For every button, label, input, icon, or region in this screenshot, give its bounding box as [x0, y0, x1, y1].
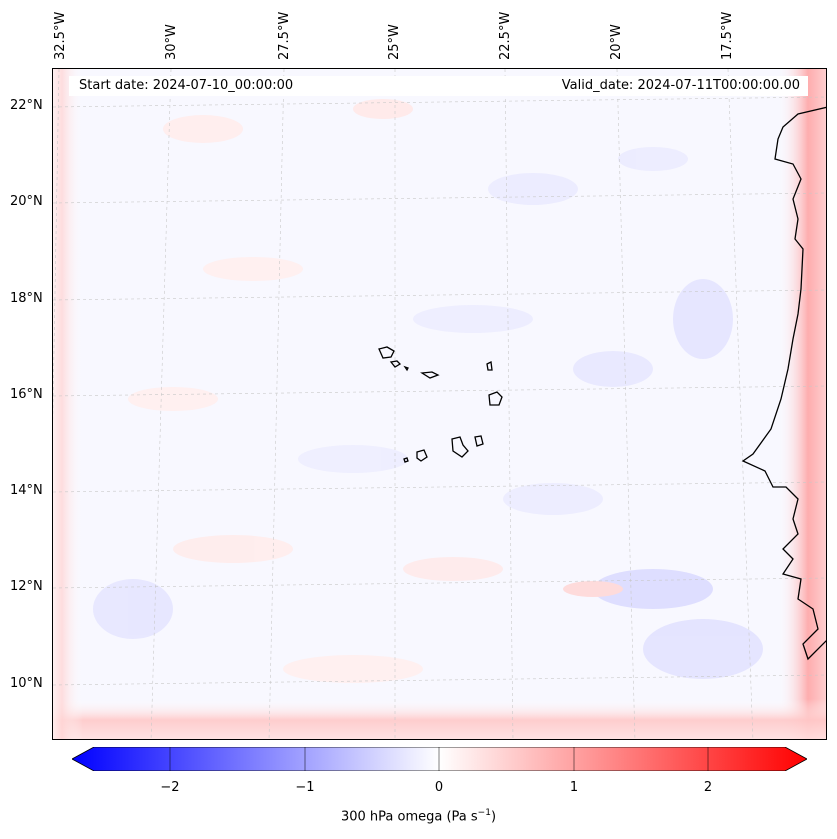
gridline-22-5w	[504, 69, 514, 739]
island-brava	[403, 457, 409, 463]
island-sao-vicente	[389, 360, 402, 368]
weak-omega-patches	[93, 99, 763, 683]
lat-label-16n: 16°N	[10, 387, 43, 402]
gridline-27-5w	[268, 69, 285, 739]
right-boundary-band	[778, 69, 826, 739]
colorbar-label-end: )	[490, 809, 497, 825]
island-boa-vista	[488, 391, 503, 406]
colorbar-tick-label-minus1: −1	[295, 780, 315, 795]
lon-label-25w: 25°W	[387, 24, 402, 60]
island-sao-nicolau	[420, 371, 440, 379]
lat-label-20n: 20°N	[10, 194, 43, 209]
island-santiago	[451, 436, 469, 458]
map-plot-area	[52, 68, 827, 740]
lat-label-14n: 14°N	[10, 483, 43, 498]
lon-label-32-5w: 32.5°W	[53, 11, 68, 60]
lon-label-20w: 20°W	[609, 24, 624, 60]
gridlines	[53, 69, 826, 739]
colorbar	[72, 747, 807, 771]
lat-label-10n: 10°N	[10, 676, 43, 691]
omega-field-map	[53, 69, 826, 739]
bottom-boundary-band	[53, 699, 826, 739]
colorbar-label-exponent: −1	[477, 808, 491, 818]
gridline-17-5w	[727, 69, 754, 739]
island-fogo	[416, 449, 428, 462]
start-date-label: Start date: 2024-07-10_00:00:00	[79, 78, 294, 93]
lat-label-18n: 18°N	[10, 291, 43, 306]
island-sal	[486, 361, 493, 371]
colorbar-tick-label-0: 0	[434, 780, 444, 795]
island-santo-antao	[378, 346, 395, 359]
lon-label-27-5w: 27.5°W	[277, 11, 292, 60]
lon-label-22-5w: 22.5°W	[498, 11, 513, 60]
left-boundary-band	[53, 69, 83, 739]
colorbar-tick-label-1: 1	[569, 780, 579, 795]
colorbar-tick-label-2: 2	[703, 780, 713, 795]
lon-label-17-5w: 17.5°W	[720, 11, 735, 60]
valid-date-label: Valid_date: 2024-07-11T00:00:00.00	[561, 78, 800, 93]
date-annotation-box	[69, 76, 808, 96]
island-santa-luzia	[403, 365, 409, 372]
island-maio	[474, 435, 484, 447]
gridline-20w	[616, 69, 636, 739]
colorbar-gradient	[72, 747, 807, 771]
colorbar-tick-label-minus2: −2	[160, 780, 180, 795]
africa-coastline	[741, 106, 826, 661]
gridline-30w	[150, 69, 172, 739]
lat-label-22n: 22°N	[10, 98, 43, 113]
lon-label-30w: 30°W	[164, 24, 179, 60]
lat-label-12n: 12°N	[10, 579, 43, 594]
colorbar-label: 300 hPa omega (Pa s−1)	[0, 808, 837, 824]
colorbar-label-main: 300 hPa omega (Pa s	[340, 809, 478, 825]
cabo-verde-islands	[378, 346, 503, 463]
